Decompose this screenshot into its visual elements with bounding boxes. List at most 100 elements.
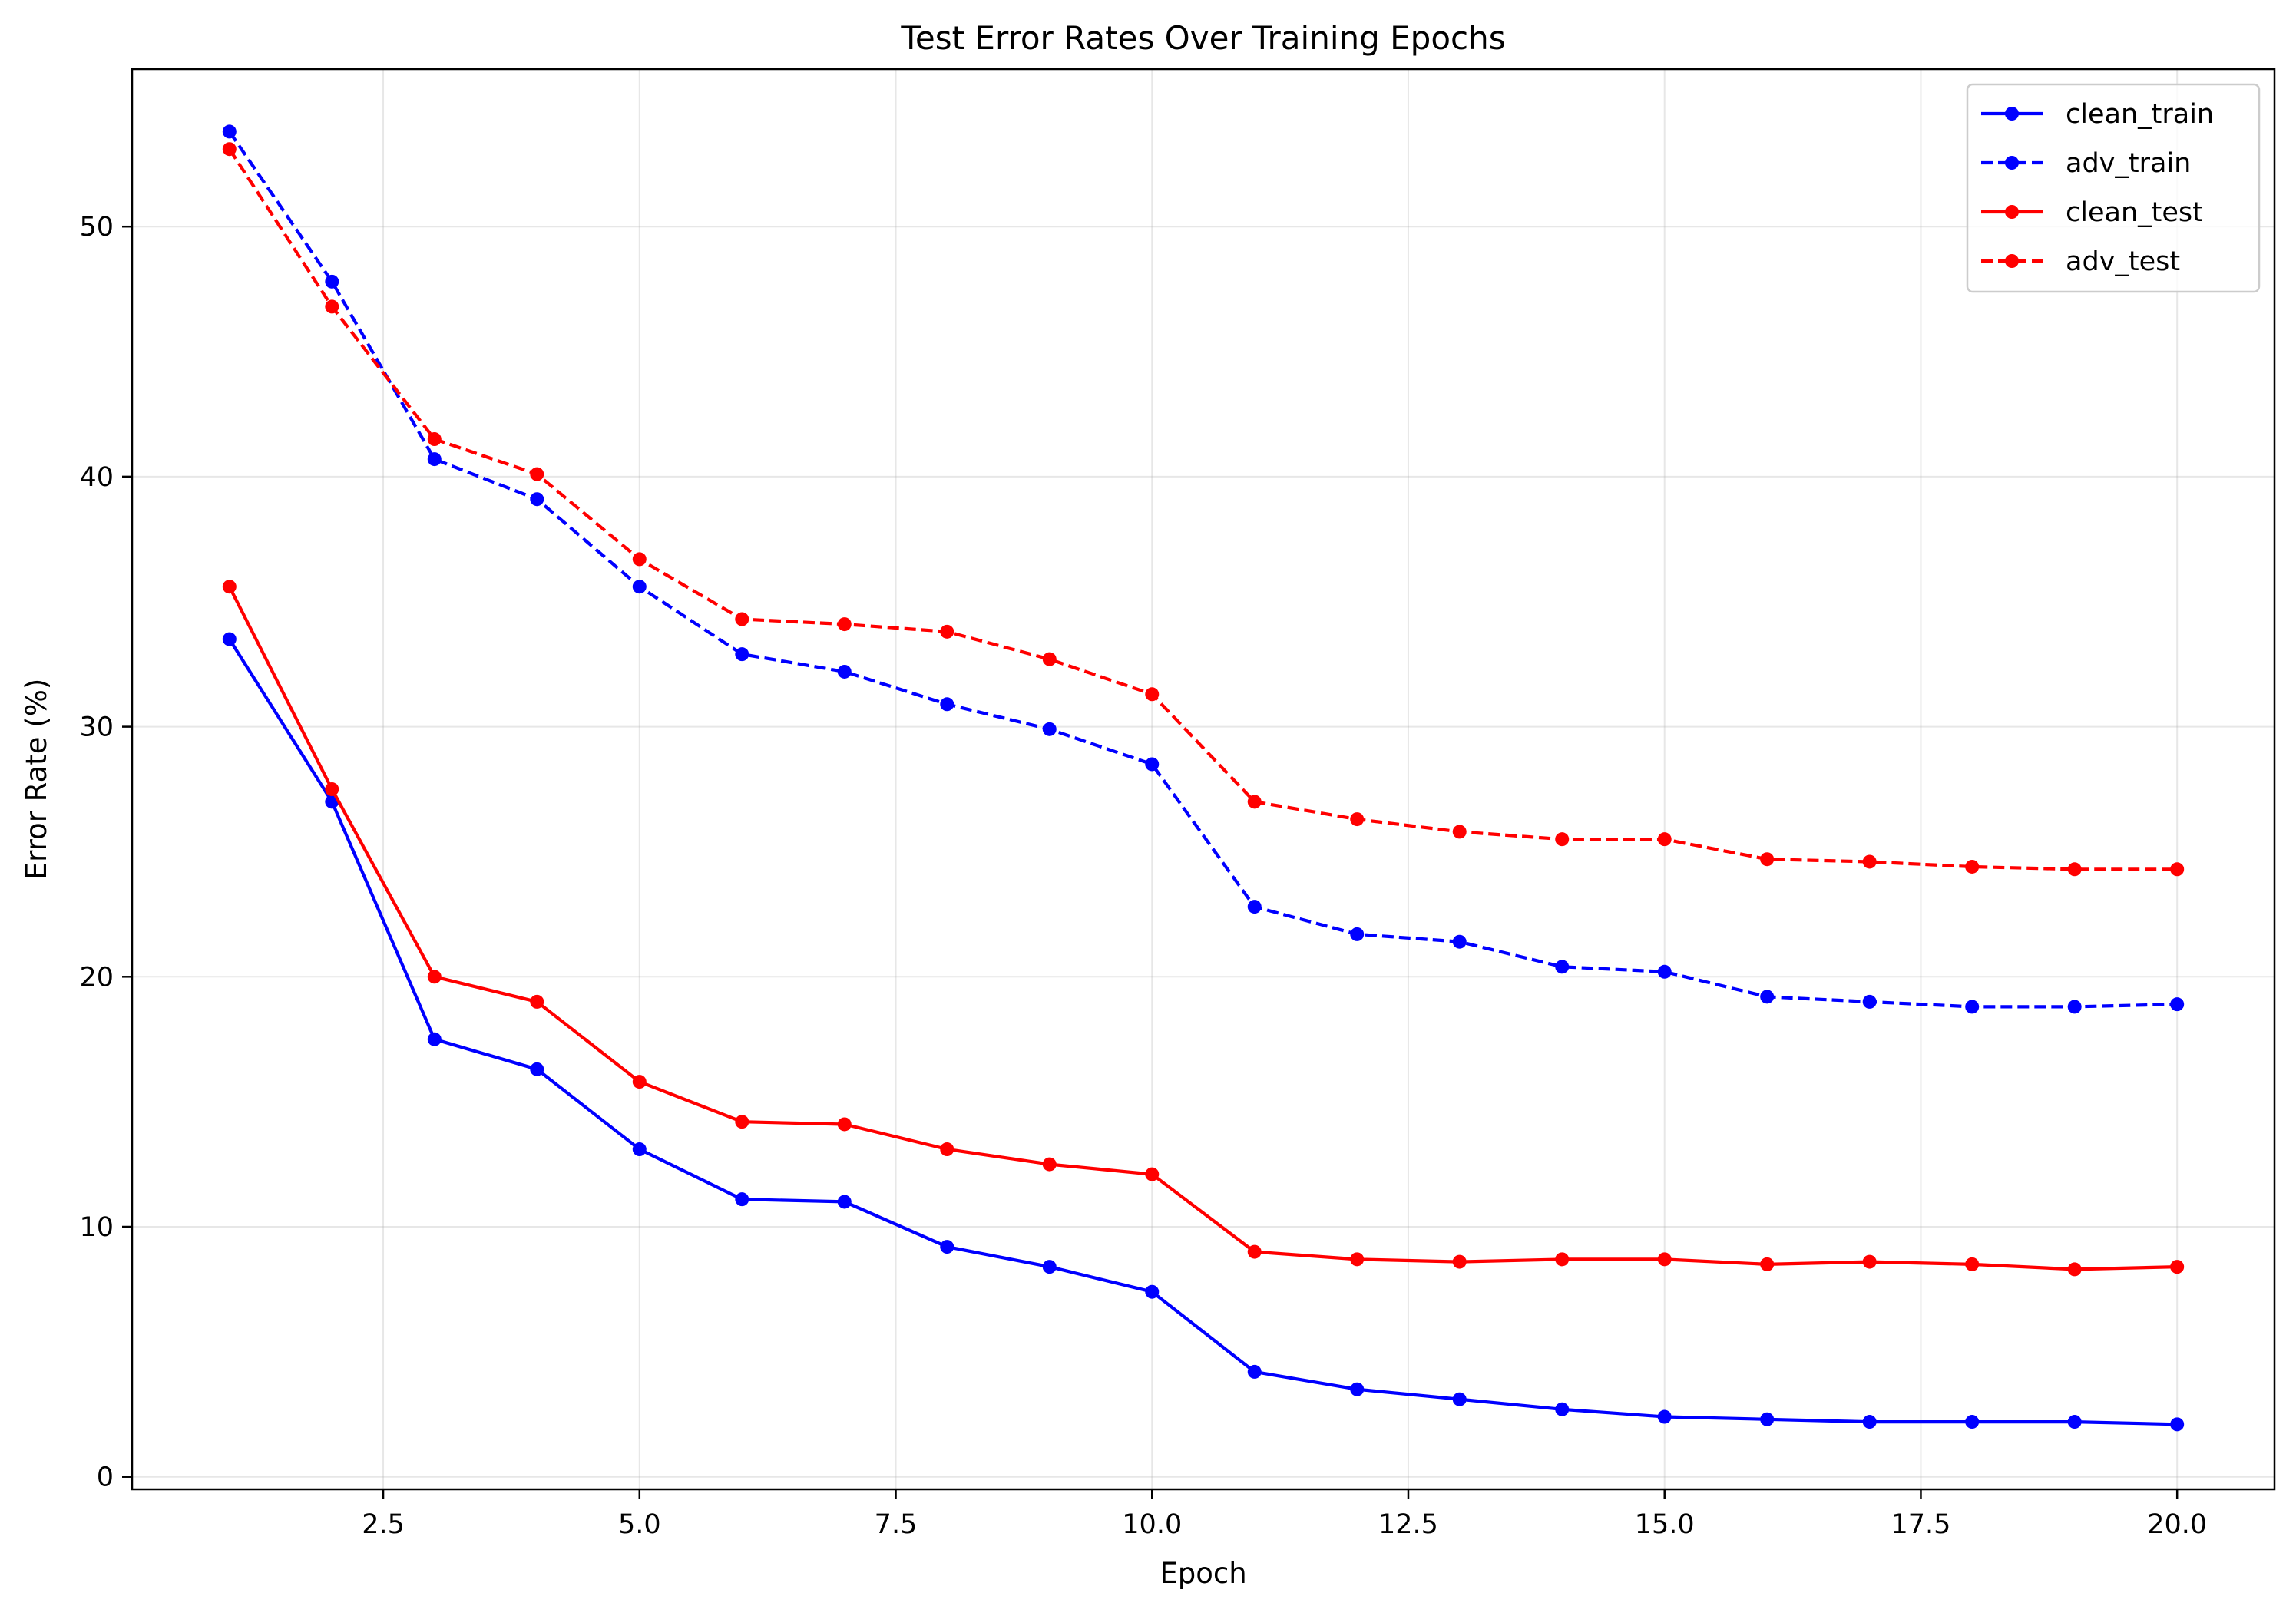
data-point [1452, 825, 1467, 839]
y-tick-label: 0 [97, 1462, 114, 1493]
data-point [1657, 964, 1672, 979]
data-point [1555, 832, 1570, 847]
data-point [325, 782, 339, 797]
data-point [1350, 1382, 1365, 1396]
legend-label: adv_test [2066, 246, 2180, 277]
data-point [222, 632, 237, 646]
data-point [1350, 927, 1365, 941]
x-axis-label: Epoch [1160, 1557, 1246, 1590]
data-point [940, 624, 954, 639]
data-point [1247, 1244, 1262, 1259]
series-line [227, 586, 2178, 1271]
x-tick-label: 12.5 [1378, 1509, 1438, 1540]
data-point [1350, 812, 1365, 827]
series-layer [222, 124, 2185, 1432]
data-point [2170, 1417, 2185, 1432]
data-point [2170, 1260, 2185, 1274]
legend-item-adv-train: adv_train [1981, 148, 2191, 179]
data-point [1247, 1364, 1262, 1379]
data-point [530, 994, 544, 1009]
data-point [1145, 757, 1160, 772]
data-point [1760, 990, 1775, 1004]
data-point [632, 1075, 647, 1089]
data-point [1247, 795, 1262, 809]
data-point [2067, 1000, 2082, 1014]
x-tick-label: 7.5 [875, 1509, 918, 1540]
data-point [632, 580, 647, 594]
data-point [1555, 1252, 1570, 1267]
data-point [1657, 832, 1672, 847]
data-point [1042, 722, 1057, 736]
data-point [222, 580, 237, 594]
legend-marker [2005, 107, 2019, 121]
data-point [427, 1032, 442, 1046]
chart-title: Test Error Rates Over Training Epochs [900, 19, 1505, 57]
data-point [735, 1115, 749, 1129]
series-line [228, 638, 2178, 1426]
data-point [530, 467, 544, 481]
data-point [1657, 1252, 1672, 1267]
data-point [1042, 652, 1057, 666]
series-line [228, 148, 2178, 871]
legend-item-clean-train: clean_train [1981, 99, 2214, 130]
data-point [1145, 1284, 1160, 1299]
y-tick-label: 50 [79, 212, 114, 243]
data-point [2067, 1415, 2082, 1429]
data-point [427, 452, 442, 467]
data-point [222, 124, 237, 139]
data-point [427, 970, 442, 984]
legend-label: clean_train [2066, 99, 2214, 130]
data-point [1862, 1415, 1877, 1429]
data-point [1145, 1167, 1160, 1181]
x-tick-label: 2.5 [362, 1509, 405, 1540]
y-axis-label: Error Rate (%) [20, 679, 53, 881]
data-point [1965, 859, 1980, 874]
data-point [1760, 1257, 1775, 1271]
data-point [1555, 1402, 1570, 1416]
data-point [735, 647, 749, 662]
data-point [222, 142, 237, 157]
axis-ticks: 2.5 5.0 7.5 10.0 12.5 15.0 17.5 20.0 0 10 20 30 40 50 [79, 212, 2207, 1540]
data-point [940, 697, 954, 712]
legend-marker [2005, 205, 2019, 219]
legend-label: clean_test [2066, 197, 2203, 228]
data-point [530, 492, 544, 507]
data-point [2170, 997, 2185, 1012]
y-tick-label: 40 [79, 462, 114, 493]
data-point [2170, 862, 2185, 877]
series-adv-test [222, 142, 2185, 877]
series-line [228, 131, 2178, 1009]
legend-item-clean-test: clean_test [1981, 197, 2203, 228]
data-point [427, 432, 442, 447]
data-point [1760, 852, 1775, 867]
data-point [735, 612, 749, 626]
data-point [837, 1195, 852, 1209]
data-point [632, 552, 647, 567]
legend-label: adv_train [2066, 148, 2191, 179]
y-tick-label: 30 [79, 712, 114, 743]
data-point [1862, 854, 1877, 869]
series-clean-train [222, 632, 2185, 1432]
data-point [530, 1062, 544, 1076]
data-point [940, 1142, 954, 1157]
data-point [1862, 994, 1877, 1009]
data-point [1452, 1392, 1467, 1406]
data-point [1555, 960, 1570, 974]
data-point [837, 617, 852, 632]
data-point [632, 1142, 647, 1157]
y-tick-label: 20 [79, 962, 114, 993]
data-point [1965, 1257, 1980, 1271]
x-tick-label: 17.5 [1891, 1509, 1950, 1540]
x-tick-label: 5.0 [618, 1509, 661, 1540]
data-point [1862, 1254, 1877, 1269]
data-point [1247, 900, 1262, 914]
data-point [1350, 1252, 1365, 1267]
series-clean-test [222, 580, 2185, 1277]
data-point [325, 299, 339, 314]
data-point [940, 1240, 954, 1254]
series-adv-train [222, 124, 2185, 1014]
data-point [2067, 862, 2082, 877]
data-point [735, 1192, 749, 1207]
